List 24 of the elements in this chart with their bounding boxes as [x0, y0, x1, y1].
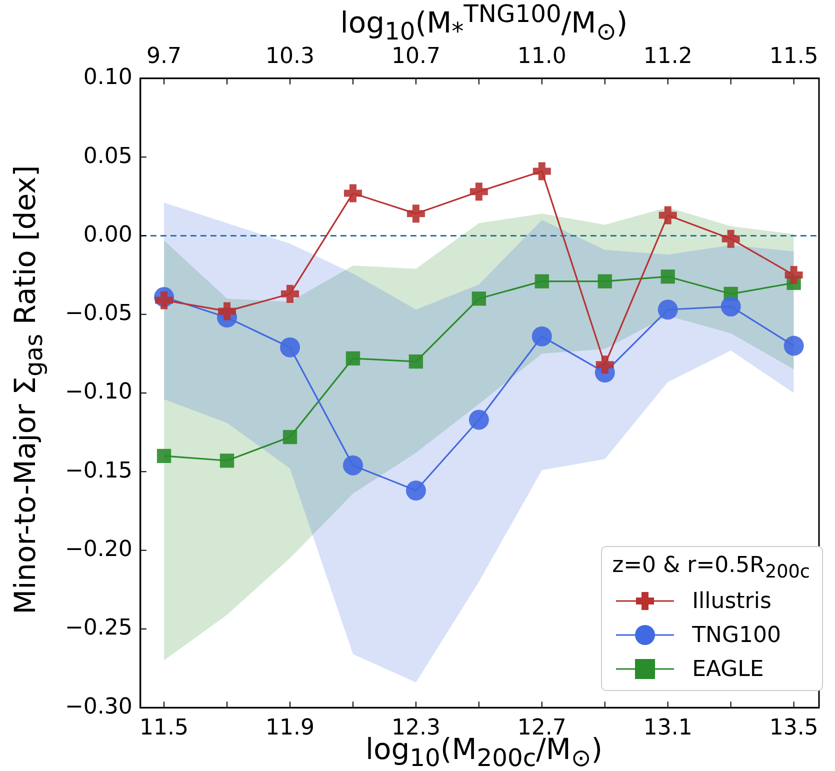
y-tick-label: 0.00	[83, 222, 132, 248]
y-tick-label: −0.05	[64, 301, 132, 326]
y-tick-label: −0.25	[64, 616, 132, 641]
text: 9.7	[146, 44, 182, 69]
x-tick-label: 11.9	[265, 716, 314, 741]
x-tick-label: 13.1	[643, 716, 692, 741]
y-tick-label: −0.30	[64, 694, 132, 720]
x2-axis-title: log$_{10}$(M$_{*}$$^{TNG100}$/M$_{⊙}$)	[339, 0, 629, 46]
y-tick-label: 0.10	[83, 65, 132, 90]
legend-title: z=0 & r=0.5R$_{200c}$	[612, 552, 810, 582]
text: 11.2	[643, 44, 692, 69]
text: 10.7	[391, 44, 440, 69]
text: 10.3	[265, 44, 314, 69]
x-tick-label: 13.5	[769, 716, 818, 741]
x-tick-label: 11.5	[140, 716, 189, 741]
y-tick-label: −0.20	[64, 537, 132, 562]
legend-label: EAGLE	[692, 656, 764, 682]
legend-label: Illustris	[692, 588, 772, 614]
y-tick-label: −0.15	[64, 458, 132, 484]
y-tick-label: −0.10	[64, 380, 132, 405]
legend-label: TNG100	[692, 622, 781, 648]
text: 11.0	[517, 44, 566, 69]
text: 11.5	[769, 44, 818, 69]
y-tick-label: 0.05	[83, 144, 132, 169]
